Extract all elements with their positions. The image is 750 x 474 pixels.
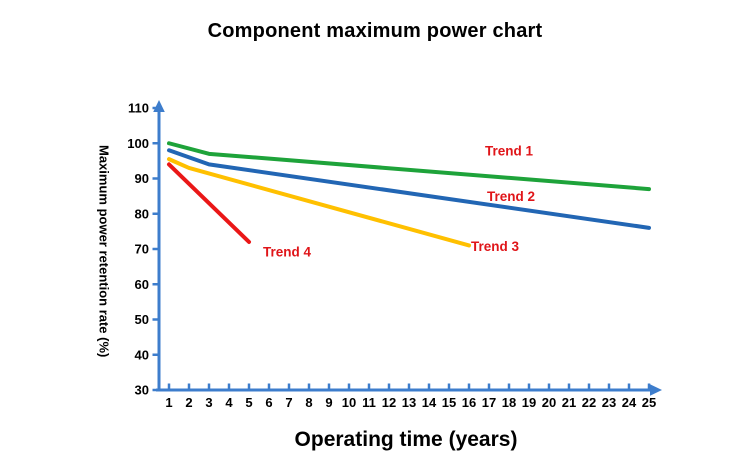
- x-tick-label: 17: [482, 395, 496, 410]
- x-tick-label: 6: [265, 395, 272, 410]
- y-tick-label: 70: [135, 242, 149, 257]
- y-tick-label: 90: [135, 171, 149, 186]
- x-tick-label: 4: [225, 395, 233, 410]
- series-label-trend-2: Trend 2: [487, 189, 535, 204]
- x-axis-arrow-icon: [650, 384, 662, 396]
- y-tick-label: 110: [128, 101, 149, 116]
- x-tick-label: 12: [382, 395, 396, 410]
- x-axis-title: Operating time (years): [294, 428, 518, 451]
- x-tick-label: 16: [462, 395, 476, 410]
- series-label-trend-3: Trend 3: [471, 239, 520, 254]
- y-tick-label: 50: [135, 312, 149, 327]
- x-tick-label: 9: [325, 395, 332, 410]
- series-line-trend-1: [167, 141, 651, 192]
- y-tick-label: 100: [127, 136, 149, 151]
- x-tick-label: 19: [522, 395, 536, 410]
- x-tick-label: 20: [542, 395, 556, 410]
- x-tick-label: 8: [305, 395, 312, 410]
- chart-title: Component maximum power chart: [207, 20, 543, 42]
- x-tick-label: 1: [165, 395, 172, 410]
- series-label-trend-4: Trend 4: [263, 244, 312, 259]
- y-tick-label: 80: [135, 206, 149, 221]
- x-tick-label: 7: [285, 395, 292, 410]
- series-line-trend-4: [167, 162, 251, 244]
- x-tick-label: 15: [442, 395, 456, 410]
- x-tick-label: 11: [362, 395, 376, 410]
- x-tick-label: 2: [185, 395, 192, 410]
- x-tick-label: 25: [642, 395, 656, 410]
- y-tick-label: 30: [135, 383, 149, 398]
- y-tick-label: 40: [135, 347, 149, 362]
- x-tick-label: 21: [562, 395, 576, 410]
- x-tick-label: 14: [422, 395, 437, 410]
- series-label-trend-1: Trend 1: [485, 143, 534, 158]
- y-tick-label: 60: [135, 277, 149, 292]
- x-tick-label: 23: [602, 395, 616, 410]
- x-tick-label: 13: [402, 395, 416, 410]
- x-tick-label: 5: [245, 395, 252, 410]
- x-tick-label: 24: [622, 395, 637, 410]
- x-tick-label: 22: [582, 395, 596, 410]
- series-line-trend-2: [167, 148, 651, 230]
- x-tick-label: 18: [502, 395, 516, 410]
- y-axis-arrow-icon: [153, 100, 165, 112]
- x-tick-label: 10: [342, 395, 356, 410]
- series-line-trend-3: [167, 157, 471, 248]
- y-axis-title: Maximum power retention rate (%): [96, 144, 112, 358]
- x-tick-label: 3: [205, 395, 212, 410]
